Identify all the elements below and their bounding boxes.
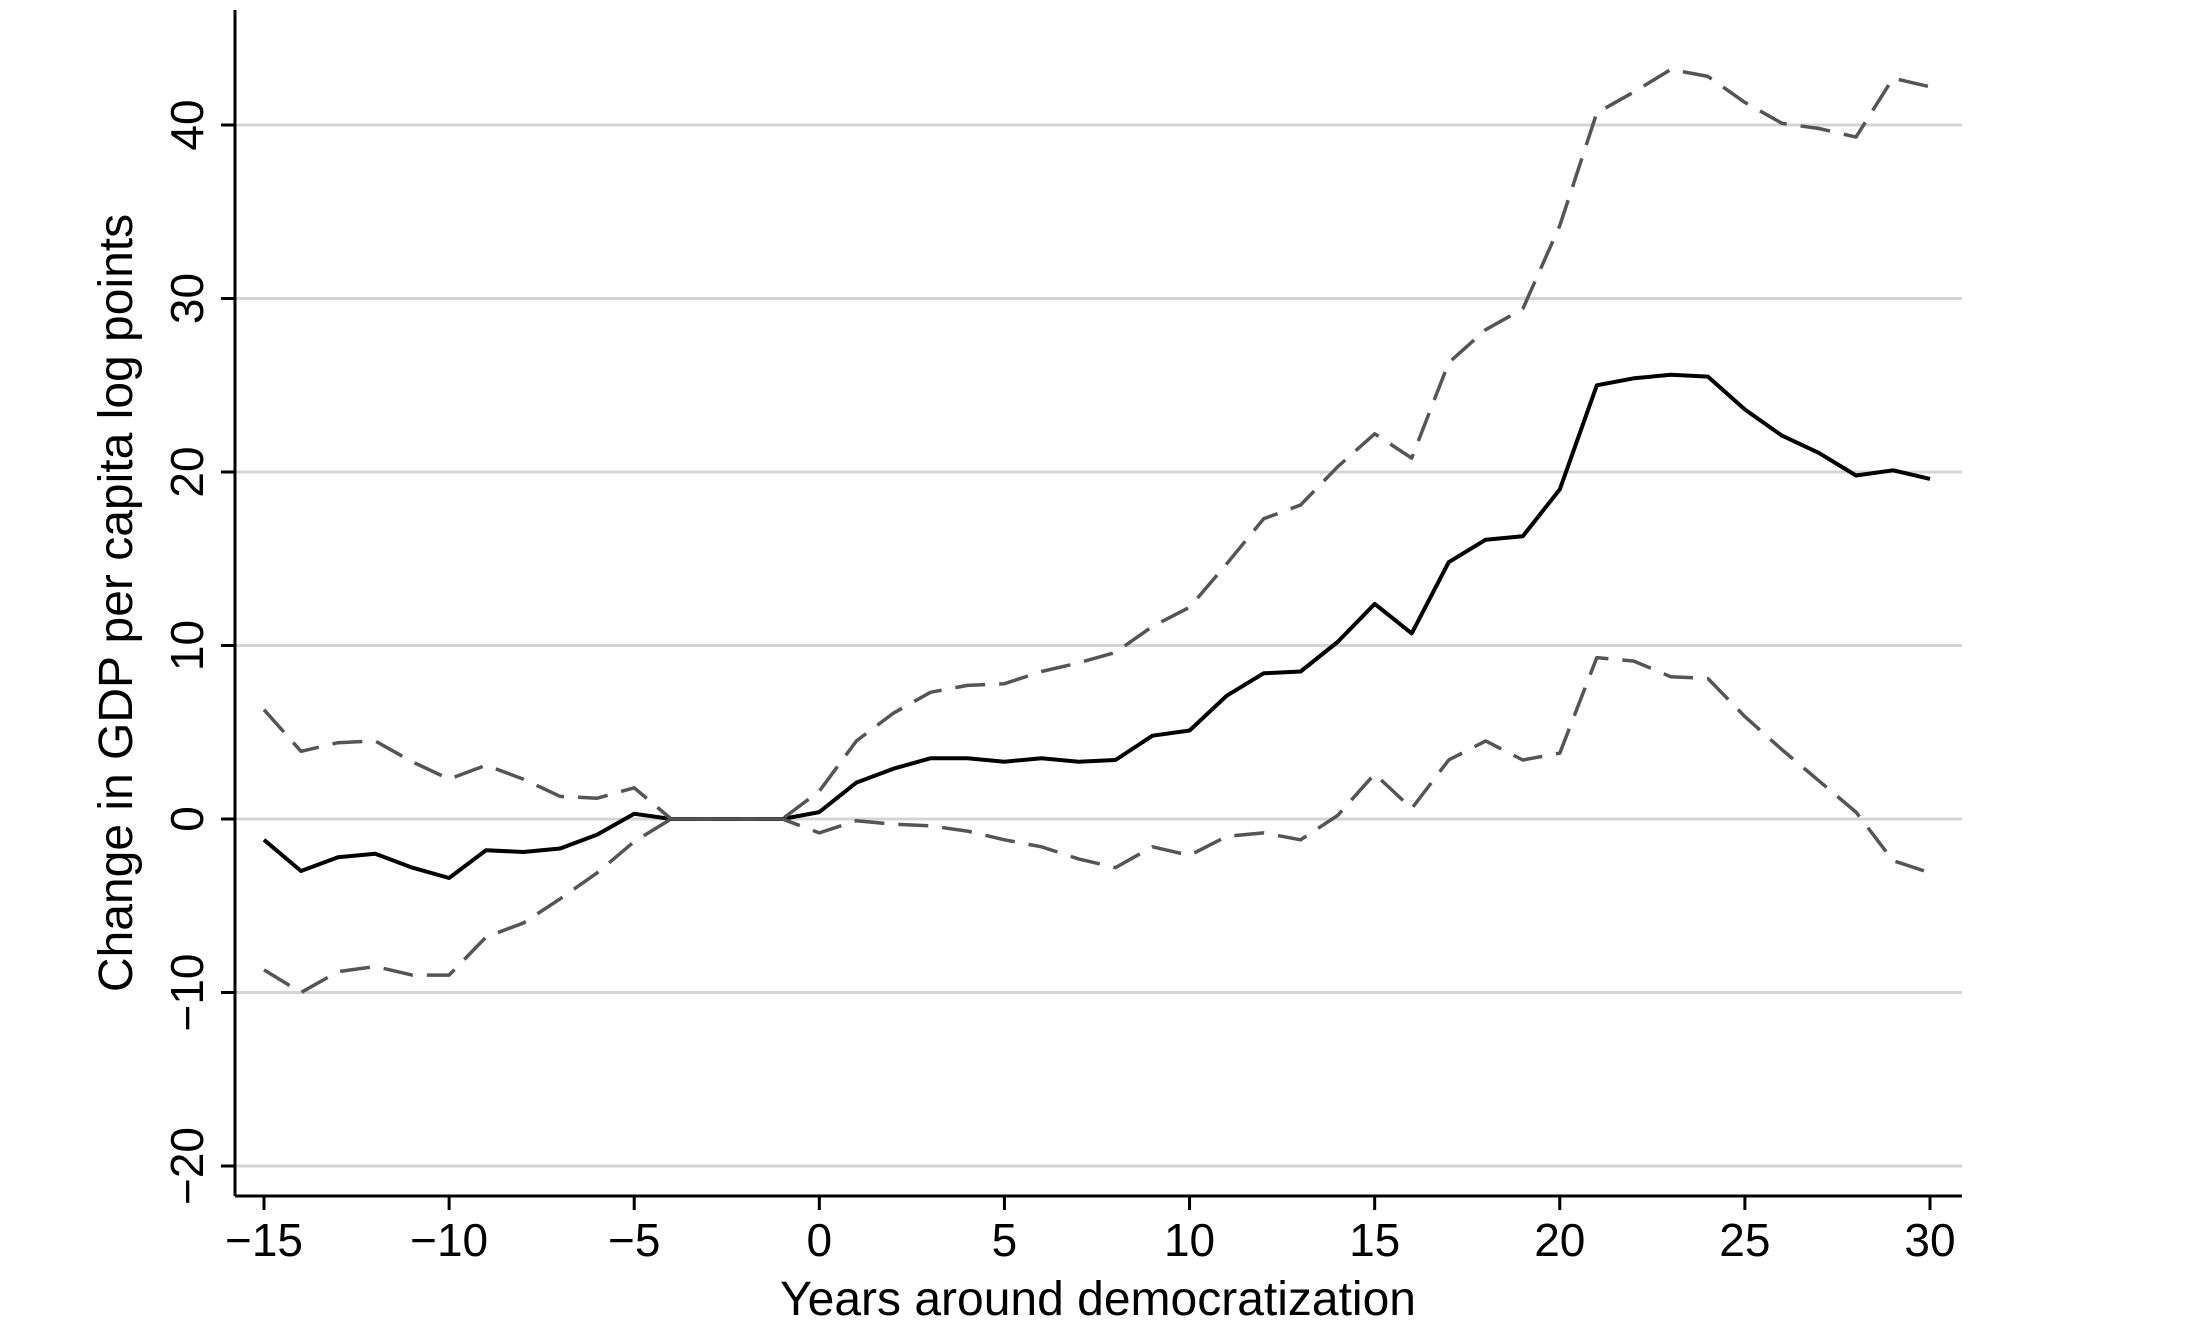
y-tick-label: 40 [161,99,213,150]
y-tick-label: 10 [161,620,213,671]
x-tick-label: −5 [608,1214,660,1266]
x-tick-label: −10 [410,1214,488,1266]
x-tick-label: 25 [1719,1214,1770,1266]
x-tick-label: 20 [1534,1214,1585,1266]
x-axis-label: Years around democratization [780,1273,1416,1324]
y-tick-label: −10 [161,953,213,1031]
y-tick-label: −20 [161,1127,213,1205]
x-tick-label: 30 [1904,1214,1955,1266]
y-tick-label: 20 [161,446,213,497]
y-tick-label: 0 [161,806,213,832]
series-line-estimate [264,375,1930,878]
axes [235,10,1962,1196]
series-line-upper-bound [264,70,1930,820]
x-tick-label: 0 [807,1214,833,1266]
x-tick-label: −15 [225,1214,303,1266]
x-tick-label: 10 [1164,1214,1215,1266]
series-line-lower-bound [264,658,1930,993]
series-lines [264,70,1930,993]
y-tick-label: 30 [161,273,213,324]
y-axis-label: Change in GDP per capita log points [90,214,143,992]
x-tick-label: 5 [992,1214,1018,1266]
ticks: −20 −10 0 10 20 30 40 −15 −10 −5 0 5 10 15 20 25 30 [161,99,1956,1266]
x-tick-label: 15 [1349,1214,1400,1266]
gridlines [235,125,1962,1166]
